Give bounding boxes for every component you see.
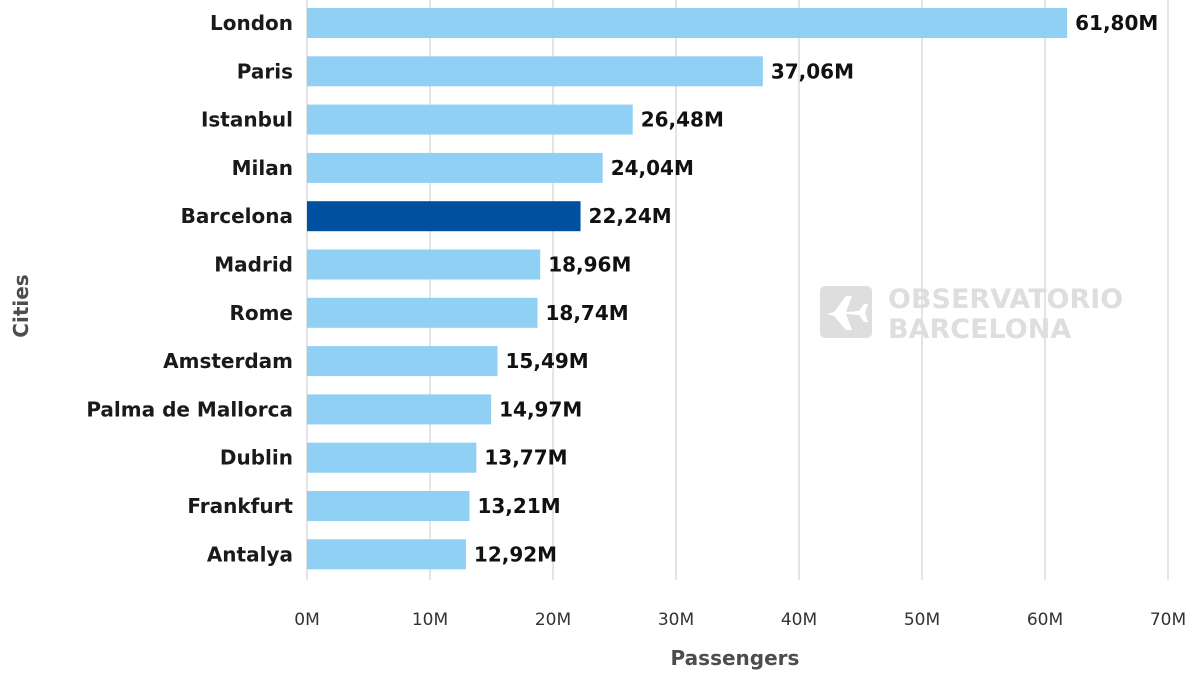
data-label: 12,92M bbox=[474, 542, 557, 566]
airplane-icon bbox=[820, 286, 872, 338]
data-label: 26,48M bbox=[641, 108, 724, 132]
x-tick-label: 50M bbox=[904, 610, 940, 630]
bar-madrid bbox=[307, 249, 541, 280]
bar-dublin bbox=[307, 442, 477, 473]
data-label: 14,97M bbox=[499, 397, 582, 421]
category-label: Amsterdam bbox=[163, 349, 293, 373]
data-label: 24,04M bbox=[611, 156, 694, 180]
bar-london bbox=[307, 8, 1068, 38]
value-labels: 61,80M 37,06M 26,48M 24,04M 22,24M 18,96M 18,7… bbox=[474, 11, 1158, 566]
x-tick-label: 60M bbox=[1027, 610, 1063, 630]
data-label: 61,80M bbox=[1075, 11, 1158, 35]
watermark-line1: OBSERVATORIO bbox=[888, 284, 1123, 315]
bar-amsterdam bbox=[307, 346, 498, 377]
x-tick-label: 30M bbox=[658, 610, 694, 630]
category-label: Istanbul bbox=[201, 108, 293, 132]
category-label: Palma de Mallorca bbox=[86, 397, 293, 421]
category-label: Frankfurt bbox=[187, 494, 293, 518]
bar-paris bbox=[307, 56, 763, 87]
category-labels: London Paris Istanbul Milan Barcelona Madrid R… bbox=[86, 11, 293, 566]
x-tick-label: 0M bbox=[294, 610, 319, 630]
category-label: Madrid bbox=[214, 253, 293, 277]
category-label: Milan bbox=[232, 156, 293, 180]
x-tick-labels: 0M 10M 20M 30M 40M 50M 60M 70M bbox=[294, 610, 1186, 630]
x-tick-label: 10M bbox=[412, 610, 448, 630]
watermark: OBSERVATORIO BARCELONA bbox=[820, 284, 1123, 345]
x-tick-label: 70M bbox=[1150, 610, 1186, 630]
bar-antalya bbox=[307, 539, 466, 570]
bars bbox=[307, 8, 1068, 570]
x-tick-label: 40M bbox=[781, 610, 817, 630]
category-label: London bbox=[210, 11, 293, 35]
y-axis-title: Cities bbox=[9, 274, 33, 337]
bar-istanbul bbox=[307, 104, 633, 135]
bar-rome bbox=[307, 297, 538, 328]
category-label: Antalya bbox=[207, 542, 293, 566]
data-label: 13,21M bbox=[477, 494, 560, 518]
watermark-line2: BARCELONA bbox=[888, 314, 1071, 345]
x-axis-title: Passengers bbox=[671, 646, 800, 670]
category-label: Barcelona bbox=[181, 204, 293, 228]
data-label: 15,49M bbox=[506, 349, 589, 373]
category-label: Paris bbox=[237, 59, 293, 83]
bar-milan bbox=[307, 152, 603, 183]
category-label: Dublin bbox=[220, 446, 293, 470]
x-tick-label: 20M bbox=[535, 610, 571, 630]
data-label: 37,06M bbox=[771, 59, 854, 83]
data-label: 18,74M bbox=[546, 301, 629, 325]
data-label: 22,24M bbox=[589, 204, 672, 228]
bar-barcelona bbox=[307, 201, 581, 232]
category-label: Rome bbox=[229, 301, 293, 325]
data-label: 18,96M bbox=[548, 253, 631, 277]
grid-lines bbox=[306, 0, 1169, 580]
bar-palma-de-mallorca bbox=[307, 394, 492, 425]
bar-frankfurt bbox=[307, 491, 470, 521]
data-label: 13,77M bbox=[484, 446, 567, 470]
